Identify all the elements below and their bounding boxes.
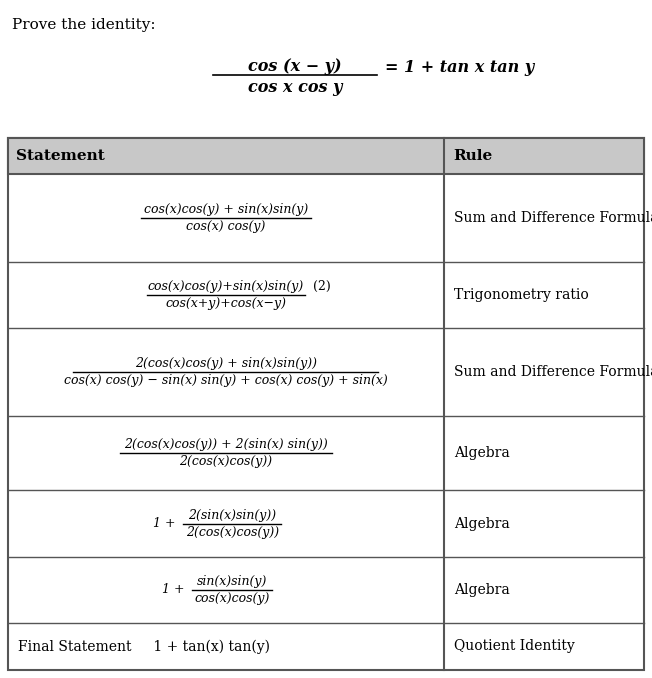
Text: Sum and Difference Formula: Sum and Difference Formula (454, 211, 652, 225)
Text: cos(x)cos(y) + sin(x)sin(y): cos(x)cos(y) + sin(x)sin(y) (143, 203, 308, 216)
Text: = 1 + tan x tan y: = 1 + tan x tan y (385, 58, 534, 75)
Text: Prove the identity:: Prove the identity: (12, 18, 156, 32)
Text: 2(cos(x)cos(y)) + 2(sin(x) sin(y)): 2(cos(x)cos(y)) + 2(sin(x) sin(y)) (124, 438, 328, 451)
Text: cos (x − y): cos (x − y) (248, 58, 342, 75)
Text: cos(x)cos(y): cos(x)cos(y) (195, 592, 270, 605)
Text: Algebra: Algebra (454, 583, 509, 597)
Text: cos(x+y)+cos(x−y): cos(x+y)+cos(x−y) (166, 297, 286, 310)
Text: Statement: Statement (16, 149, 105, 163)
Text: 2(cos(x)cos(y) + sin(x)sin(y)): 2(cos(x)cos(y) + sin(x)sin(y)) (135, 357, 317, 370)
Text: 1 +: 1 + (153, 517, 179, 530)
Bar (8, 138, 644, 174)
Bar (8, 138, 644, 670)
Text: 2(cos(x)cos(y)): 2(cos(x)cos(y)) (179, 455, 273, 468)
Text: cos(x)cos(y)+sin(x)sin(y): cos(x)cos(y)+sin(x)sin(y) (148, 280, 304, 293)
Text: cos(x) cos(y) − sin(x) sin(y) + cos(x) cos(y) + sin(x): cos(x) cos(y) − sin(x) sin(y) + cos(x) c… (64, 374, 388, 386)
Text: (2): (2) (309, 280, 331, 293)
Text: 2(sin(x)sin(y)): 2(sin(x)sin(y)) (188, 508, 276, 521)
Text: 1 +: 1 + (162, 583, 188, 597)
Text: Trigonometry ratio: Trigonometry ratio (454, 287, 588, 302)
Text: Quotient Identity: Quotient Identity (454, 639, 574, 654)
Text: 2(cos(x)cos(y)): 2(cos(x)cos(y)) (186, 525, 279, 538)
Text: Final Statement     1 + tan(x) tan(y): Final Statement 1 + tan(x) tan(y) (18, 639, 270, 654)
Text: sin(x)sin(y): sin(x)sin(y) (198, 575, 267, 588)
Text: cos x cos y: cos x cos y (248, 79, 342, 96)
Text: Algebra: Algebra (454, 446, 509, 460)
Text: Algebra: Algebra (454, 517, 509, 531)
Text: cos(x) cos(y): cos(x) cos(y) (186, 220, 265, 233)
Text: Rule: Rule (454, 149, 493, 163)
Text: Sum and Difference Formula: Sum and Difference Formula (454, 365, 652, 379)
